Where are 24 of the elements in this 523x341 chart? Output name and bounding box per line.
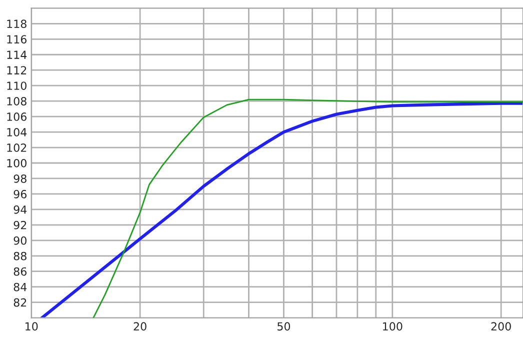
x-tick-label: 100 bbox=[383, 322, 402, 331]
y-tick-label: 90 bbox=[14, 236, 26, 245]
y-tick-label: 86 bbox=[14, 267, 27, 276]
y-tick-label: 84 bbox=[14, 282, 27, 292]
x-tick-label: 20 bbox=[134, 322, 146, 331]
y-tick-label: 110 bbox=[7, 82, 26, 90]
x-tick-label: 10 bbox=[26, 322, 38, 331]
x-tick-label: 200 bbox=[491, 322, 511, 331]
y-tick-label: 100 bbox=[7, 158, 26, 168]
y-tick-label: 94 bbox=[14, 205, 27, 214]
y-tick-label: 82 bbox=[14, 298, 26, 307]
y-tick-label: 106 bbox=[7, 112, 27, 121]
y-tick-label: 102 bbox=[7, 143, 26, 152]
y-tick-label: 112 bbox=[7, 66, 26, 74]
y-tick-label: 88 bbox=[14, 252, 26, 260]
y-tick-label: 96 bbox=[14, 190, 27, 198]
y-tick-label: 108 bbox=[7, 97, 26, 106]
y-tick-label: 116 bbox=[7, 35, 27, 44]
y-tick-label: 114 bbox=[7, 50, 27, 59]
y-tick-label: 92 bbox=[14, 220, 26, 230]
y-tick-label: 118 bbox=[7, 20, 26, 28]
y-tick-label: 98 bbox=[14, 174, 26, 183]
y-tick-label: 104 bbox=[7, 128, 27, 136]
x-tick-label: 50 bbox=[278, 322, 290, 331]
